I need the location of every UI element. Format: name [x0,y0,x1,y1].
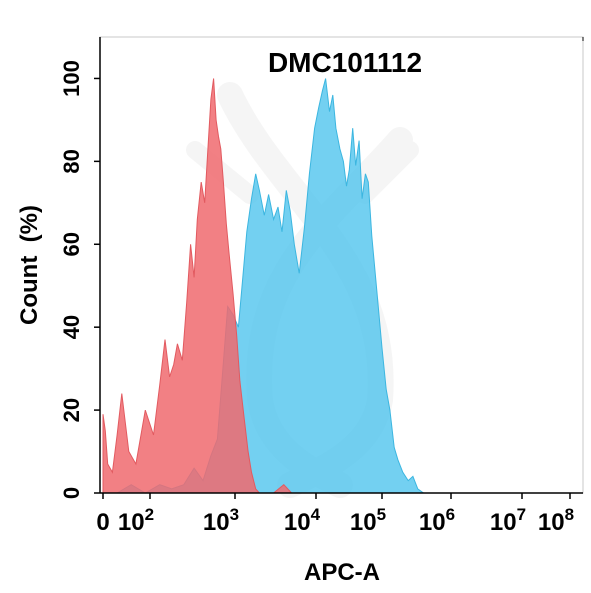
y-tick-label: 20 [59,398,84,422]
series-area-negative-control [102,78,293,494]
x-tick-label: 102 [118,505,154,536]
x-axis-label: APC-A [304,559,380,586]
x-tick-label: 0 [96,509,109,536]
x-tick-label: 105 [350,505,386,536]
y-axis-label: Count (%) [16,205,43,325]
x-tick-label: 106 [419,505,455,536]
x-tick-label: 108 [538,505,574,536]
x-axis-ticks: 0 102 103 104 105 106 107 108 [96,37,584,536]
x-tick-label: 103 [203,505,239,536]
y-axis-ticks: 0 20 40 60 80 100 [59,60,100,499]
y-tick-label: 0 [59,487,84,499]
y-tick-label: 100 [59,60,84,97]
y-tick-label: 80 [59,149,84,173]
x-tick-label: 107 [490,505,526,536]
y-tick-label: 60 [59,232,84,256]
x-tick-label: 104 [284,505,321,536]
chart-title: DMC101112 [268,47,422,78]
y-tick-label: 40 [59,315,84,339]
